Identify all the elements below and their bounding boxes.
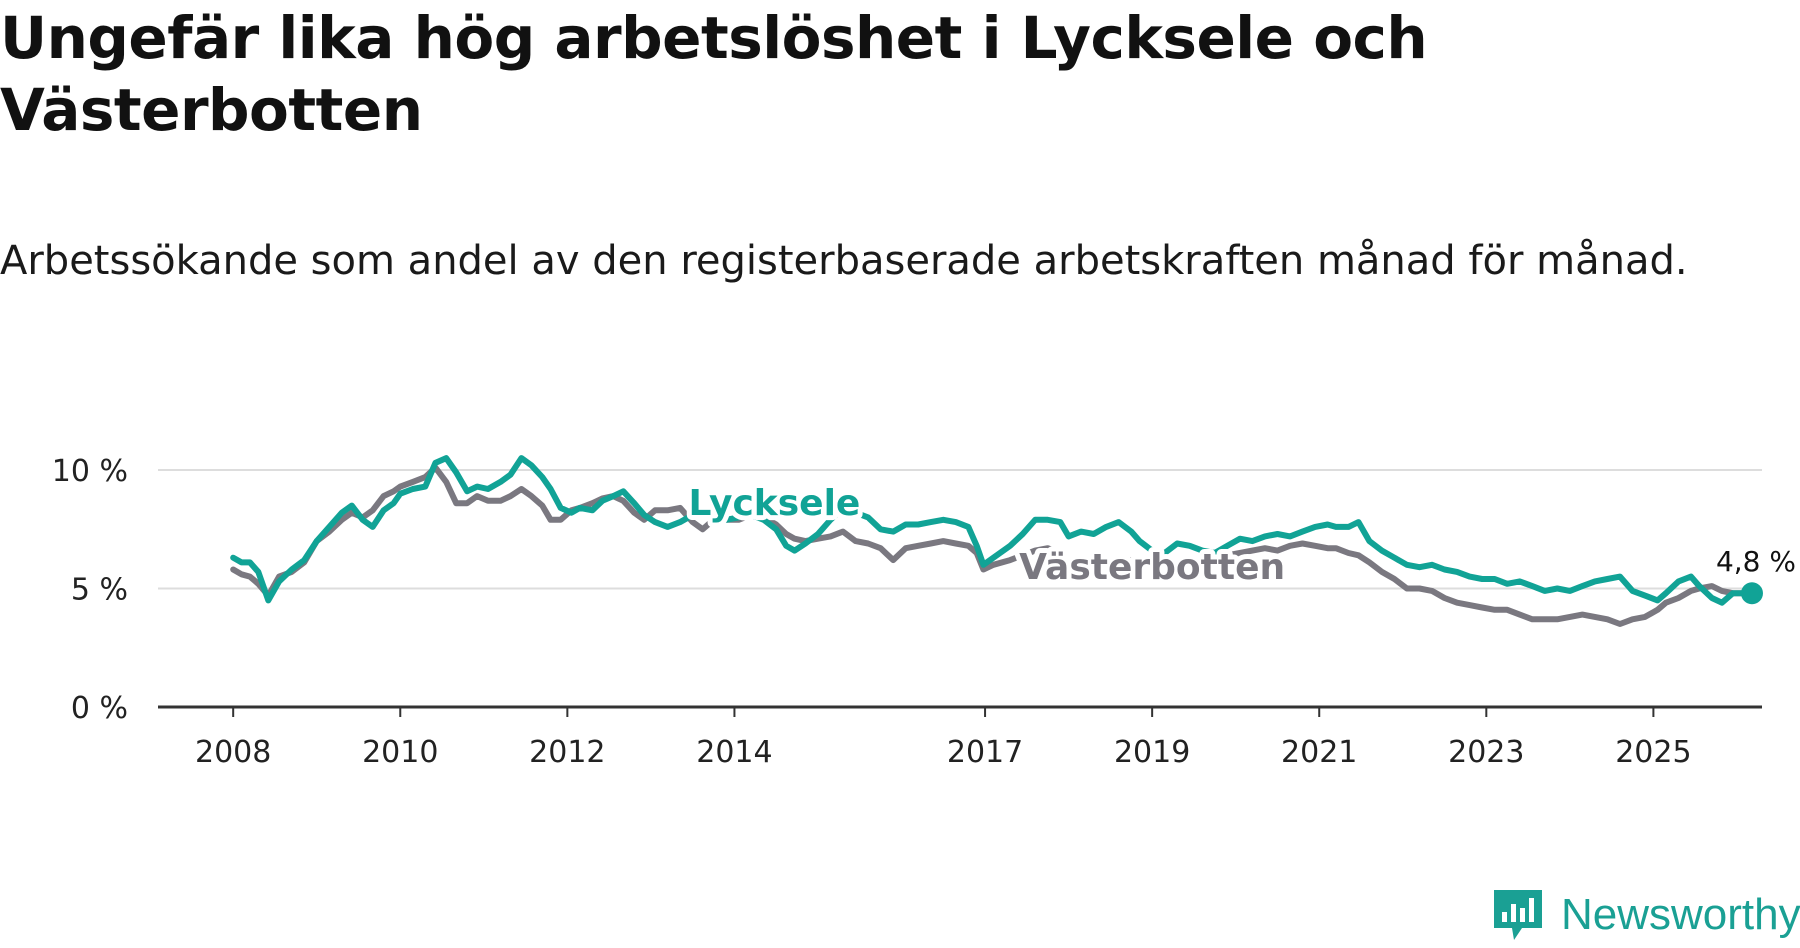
newsworthy-logo-icon bbox=[1494, 890, 1542, 940]
y-tick-label: 5 % bbox=[71, 573, 128, 608]
grid-lines: 0 % 5 % 10 % bbox=[52, 454, 1762, 726]
x-tick-label: 2014 bbox=[696, 735, 772, 770]
series-label-0: Lycksele bbox=[688, 483, 860, 524]
y-tick-label: 0 % bbox=[71, 691, 128, 726]
x-tick-label: 2012 bbox=[529, 735, 605, 770]
x-tick-label: 2025 bbox=[1615, 735, 1691, 770]
series-labels: Lycksele Västerbotten 4,8 % bbox=[683, 478, 1799, 605]
last-value-label: 4,8 % bbox=[1716, 545, 1796, 578]
x-tick-label: 2021 bbox=[1281, 735, 1357, 770]
chart-subtitle: Arbetssökande som andel av den registerb… bbox=[0, 238, 1688, 284]
x-tick-label: 2023 bbox=[1448, 735, 1524, 770]
x-tick-label: 2010 bbox=[362, 735, 438, 770]
series-line-0 bbox=[230, 455, 1755, 606]
x-axis: 2008 2010 2012 2014 2017 2019 2021 2023 2025 bbox=[158, 705, 1762, 770]
x-tick-label: 2008 bbox=[195, 735, 271, 770]
series-label-1: Västerbotten bbox=[1019, 547, 1285, 588]
y-tick-label: 10 % bbox=[52, 454, 128, 489]
chart-title: Ungefär lika hög arbetslöshet i Lycksele… bbox=[0, 4, 1428, 144]
series-lines bbox=[230, 455, 1755, 627]
last-value-marker bbox=[1740, 582, 1763, 605]
brand-name: Newsworthy bbox=[1561, 890, 1800, 939]
x-tick-label: 2019 bbox=[1114, 735, 1190, 770]
series-line-1 bbox=[230, 464, 1755, 627]
x-tick-label: 2017 bbox=[947, 735, 1023, 770]
